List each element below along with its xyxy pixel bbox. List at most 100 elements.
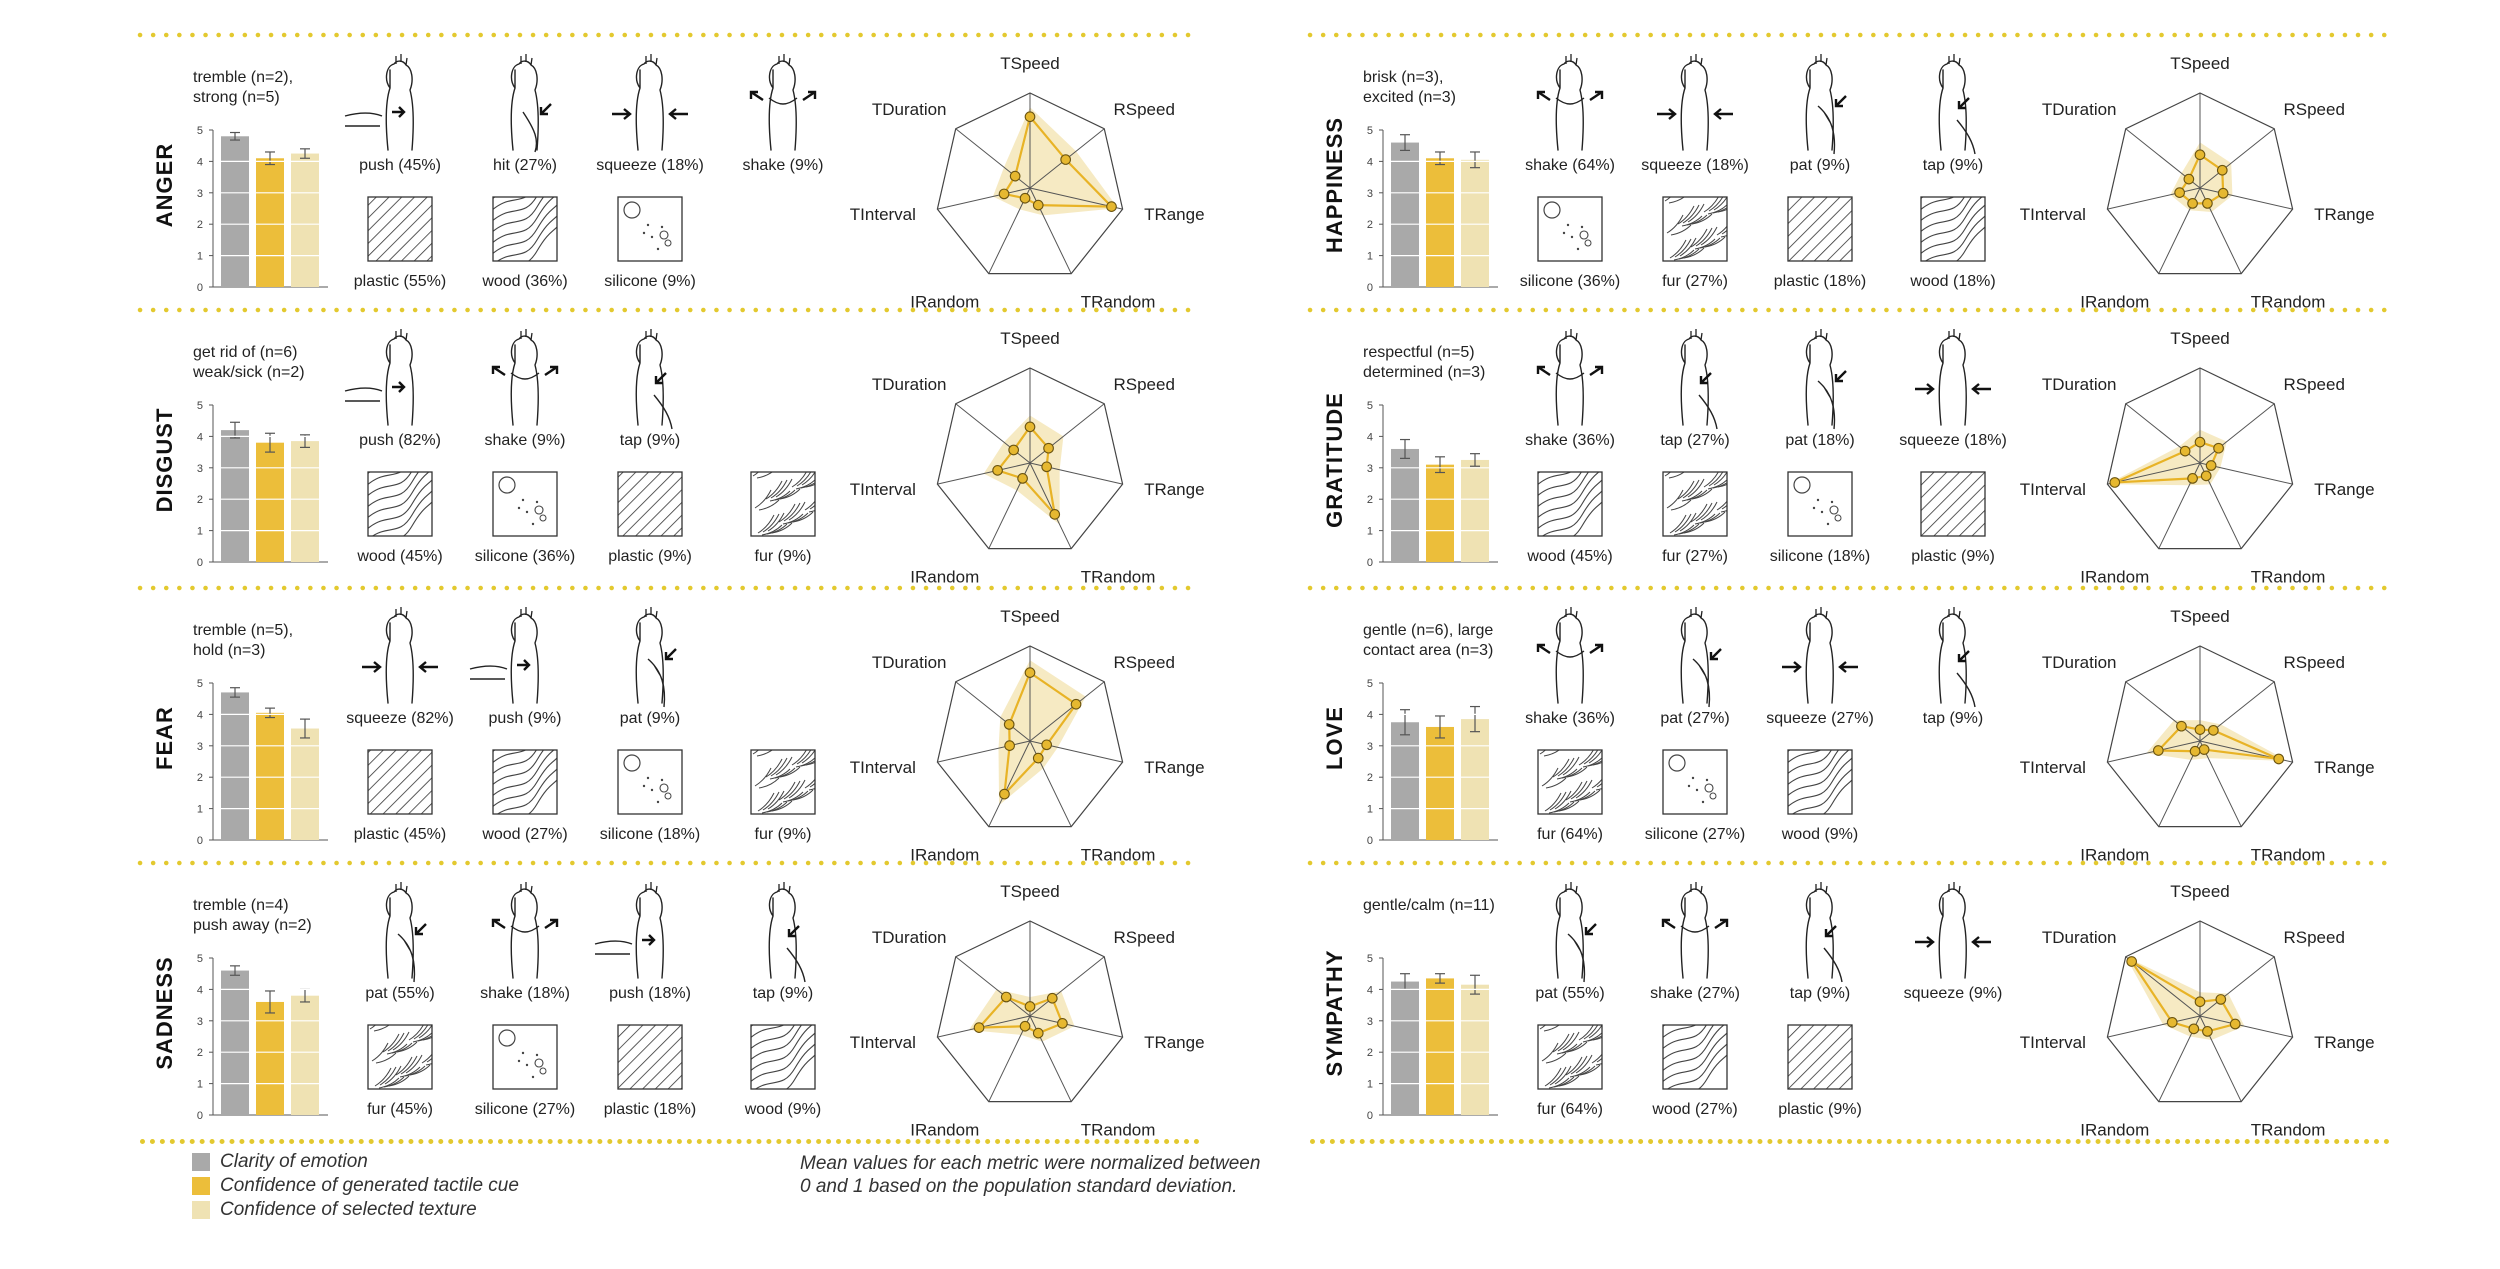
- radar-point: [1070, 698, 1082, 710]
- texture-label: silicone (18%): [600, 826, 700, 843]
- radar-point: [1024, 111, 1036, 123]
- hand-tap-icon: [1805, 882, 1843, 983]
- fur-strand: [1549, 1066, 1575, 1088]
- wrist-outline: [510, 888, 540, 979]
- hand-hit-icon: [510, 54, 552, 153]
- texture-frame: [750, 1024, 816, 1090]
- radar-axis-label: IRandom: [2080, 292, 2149, 311]
- descriptor-text: tremble (n=5),: [193, 622, 293, 639]
- fur-strand: [400, 1055, 426, 1077]
- descriptor-text: push away (n=2): [193, 917, 312, 934]
- fur-strand: [1541, 1042, 1567, 1064]
- plastic-texture-icon: [367, 749, 433, 815]
- fur-strand: [775, 478, 801, 500]
- fur-strand: [804, 778, 815, 791]
- texture-fill: [493, 197, 557, 261]
- gesture-label: pat (27%): [1660, 710, 1729, 727]
- hand-squeeze-icon: [1915, 329, 1991, 426]
- plastic-texture-icon: [367, 196, 433, 262]
- squeeze-arrow-left: [1915, 383, 1935, 395]
- fur-texture-icon: [1537, 749, 1603, 815]
- wrist-outline: [510, 335, 540, 426]
- wood-grain: [751, 1025, 795, 1050]
- radar-axis-label: RSpeed: [1113, 100, 1174, 119]
- squeeze-arrow-left: [1782, 661, 1802, 673]
- gesture-label: tap (9%): [1790, 985, 1850, 1002]
- plastic-texture-icon: [1920, 471, 1986, 537]
- texture-frame: [1662, 471, 1728, 537]
- radar-axis-label: IRandom: [910, 845, 979, 864]
- legend-swatch-cue: [192, 1177, 210, 1195]
- tap-arrow: [1699, 372, 1712, 385]
- radar-point: [1024, 421, 1036, 433]
- silicone-texture-icon: [1662, 749, 1728, 815]
- texture-label: plastic (55%): [354, 273, 446, 290]
- radar-point: [2273, 753, 2285, 765]
- note-line-2: 0 and 1 based on the population standard…: [800, 1176, 1238, 1197]
- wood-grain: [1572, 501, 1602, 536]
- fur-strand: [379, 1066, 405, 1088]
- wood-grain: [493, 750, 537, 775]
- radar-axis-label: TSpeed: [1000, 882, 1060, 901]
- radar-axis-label: RSpeed: [2283, 653, 2344, 672]
- texture-label: plastic (9%): [608, 548, 692, 565]
- radar-point: [1060, 154, 1072, 165]
- silicone-bubble: [1793, 476, 1811, 494]
- separator-line-bottom-right: [1310, 1139, 2390, 1144]
- gesture-label: tap (9%): [1923, 157, 1983, 174]
- fur-strand: [1554, 790, 1580, 812]
- radar-axis-label: TRandom: [2251, 845, 2326, 864]
- squeeze-arrow-right: [1971, 936, 1991, 948]
- texture-fill: [1668, 754, 1717, 804]
- bar-texture: [291, 995, 319, 1115]
- gesture-label: shake (27%): [1650, 985, 1740, 1002]
- finger-strokes: [645, 607, 658, 619]
- fur-strand: [1554, 1065, 1580, 1087]
- hand-tap-icon: [1938, 607, 1976, 708]
- wrist-outline: [1805, 613, 1835, 704]
- wood-grain: [493, 197, 527, 211]
- texture-label: fur (9%): [755, 548, 812, 565]
- bar-texture: [1461, 984, 1489, 1115]
- fur-strand: [1716, 225, 1727, 238]
- legend-item: Confidence of generated tactile cue: [192, 1174, 519, 1198]
- fur-strand: [421, 1053, 432, 1066]
- radar-frame: [936, 645, 1124, 828]
- fur-strand: [1664, 197, 1686, 204]
- fur-strand: [1674, 238, 1700, 260]
- texture-frame: [617, 471, 683, 537]
- gesture-label: push (82%): [359, 432, 441, 449]
- pat-arrow: [1584, 923, 1597, 936]
- radar-axis-label: TRange: [1144, 205, 1204, 224]
- pat-arrow: [1834, 370, 1847, 383]
- y-tick-label: 5: [197, 400, 203, 412]
- fur-strand: [1695, 502, 1721, 524]
- plastic-hatch: [1921, 472, 1985, 536]
- shake-arrow-right: [544, 918, 559, 929]
- radar-spoke: [1029, 681, 1105, 742]
- tapping-hand: [1823, 947, 1843, 983]
- fur-strand: [778, 503, 804, 525]
- y-tick-label: 2: [1367, 772, 1373, 784]
- fur-strand: [1687, 478, 1713, 500]
- silicone-dot: [650, 788, 654, 792]
- fur-strand: [1721, 229, 1727, 237]
- wrist-outline: [1680, 60, 1710, 151]
- gesture-label: shake (64%): [1525, 157, 1615, 174]
- fur-strand: [765, 480, 791, 502]
- radar-point: [1024, 667, 1036, 678]
- bar-texture: [1461, 459, 1489, 562]
- push-arrow: [392, 381, 406, 393]
- bar-clarity: [221, 970, 249, 1115]
- fur-strand: [783, 780, 809, 802]
- radar-point: [2183, 173, 2195, 185]
- hand-shake-icon: [749, 54, 817, 151]
- radar-point: [2229, 1018, 2241, 1030]
- silicone-dot: [1820, 510, 1824, 514]
- silicone-dot: [525, 1063, 529, 1067]
- emotion-label: HAPPINESS: [1322, 117, 1347, 253]
- silicone-texture-icon: [1537, 196, 1603, 262]
- wood-grain: [1822, 779, 1852, 814]
- y-tick-label: 1: [197, 526, 203, 538]
- fur-texture-icon: [1662, 471, 1728, 537]
